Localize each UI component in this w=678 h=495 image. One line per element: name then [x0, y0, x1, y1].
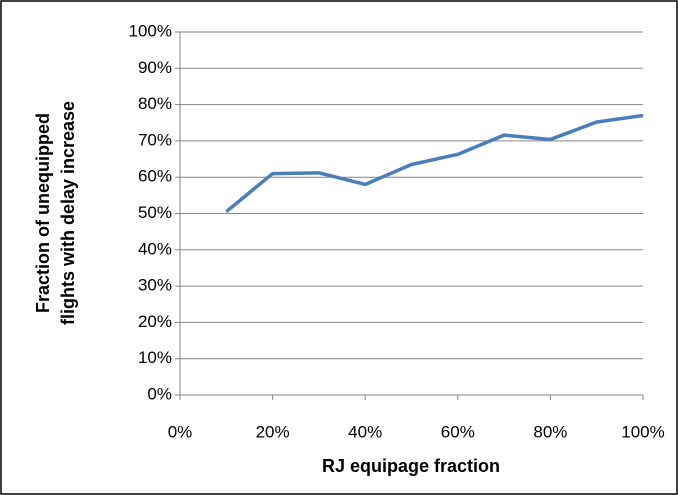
- x-tick-label: 60%: [441, 422, 475, 441]
- y-axis-label: Fraction of unequipped: [33, 113, 53, 313]
- y-tick-label: 30%: [138, 276, 172, 295]
- x-tick-label: 20%: [256, 422, 290, 441]
- x-tick-label: 40%: [348, 422, 382, 441]
- y-tick-label: 40%: [138, 239, 172, 258]
- x-tick-label: 80%: [533, 422, 567, 441]
- y-tick-label: 10%: [138, 348, 172, 367]
- data-line: [225, 113, 644, 214]
- y-tick-label: 90%: [138, 58, 172, 77]
- x-tick-label: 0%: [168, 422, 193, 441]
- y-tick-label: 20%: [138, 312, 172, 331]
- y-axis-label: flights with delay increase: [58, 101, 78, 325]
- y-tick-label: 0%: [147, 384, 172, 403]
- y-tick-label: 100%: [129, 21, 172, 40]
- x-axis-label: RJ equipage fraction: [322, 456, 500, 476]
- y-tick-label: 60%: [138, 167, 172, 186]
- y-tick-label: 70%: [138, 130, 172, 149]
- y-tick-label: 80%: [138, 94, 172, 113]
- x-tick-label: 100%: [621, 422, 664, 441]
- y-tick-label: 50%: [138, 203, 172, 222]
